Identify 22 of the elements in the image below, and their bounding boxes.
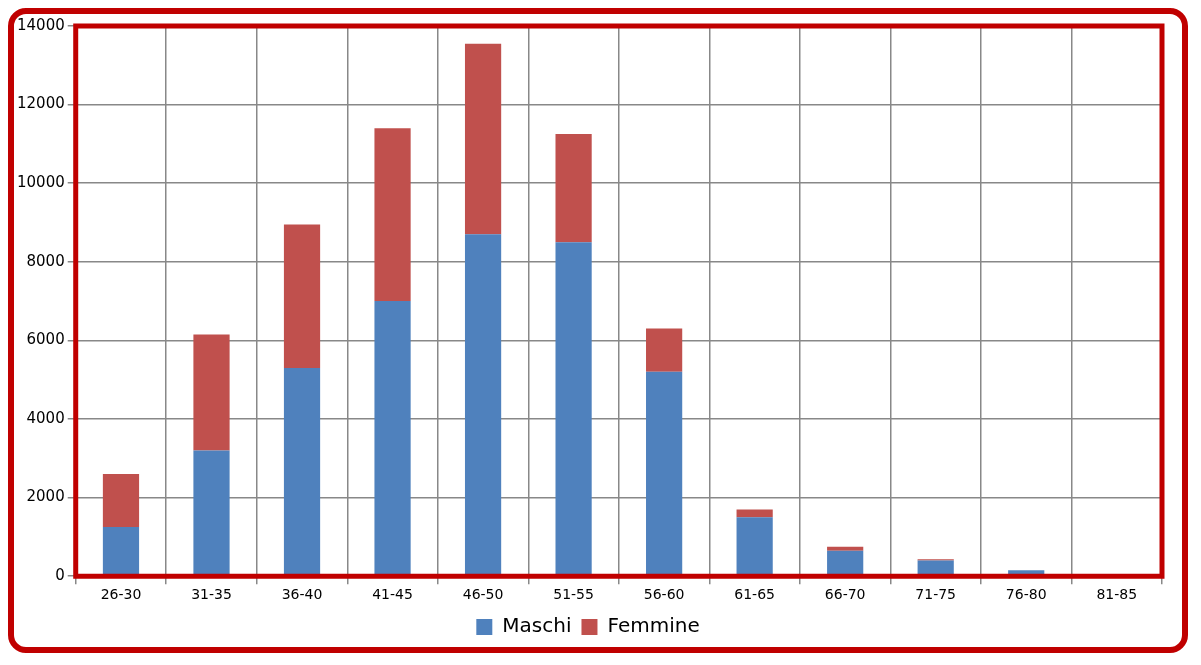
legend-label: Maschi [502, 613, 572, 638]
x-tick-label: 66-70 [824, 586, 866, 603]
x-tick-label: 46-50 [462, 586, 504, 603]
x-tick-label: 41-45 [372, 586, 413, 603]
x-tick-label: 51-55 [553, 586, 594, 603]
x-tick-label: 31-35 [191, 586, 232, 603]
y-tick-label: 14000 [17, 15, 65, 34]
x-tick-label: 61-65 [734, 586, 775, 603]
y-tick-label: 12000 [17, 94, 65, 113]
x-tick-label: 26-30 [100, 586, 142, 603]
y-tick-label: 6000 [26, 330, 65, 349]
x-tick-label: 36-40 [281, 586, 323, 603]
y-tick-label: 0 [55, 566, 65, 585]
x-tick-label: 81-85 [1096, 586, 1138, 603]
x-tick-label: 71-75 [915, 586, 957, 603]
x-tick-label: 76-80 [1005, 586, 1047, 603]
y-tick-label: 10000 [17, 173, 65, 192]
y-tick-label: 4000 [26, 408, 65, 427]
x-tick-label: 56-60 [643, 586, 685, 603]
y-tick-label: 2000 [26, 487, 65, 506]
legend-label: Femmine [607, 613, 700, 638]
y-tick-label: 8000 [26, 251, 65, 270]
